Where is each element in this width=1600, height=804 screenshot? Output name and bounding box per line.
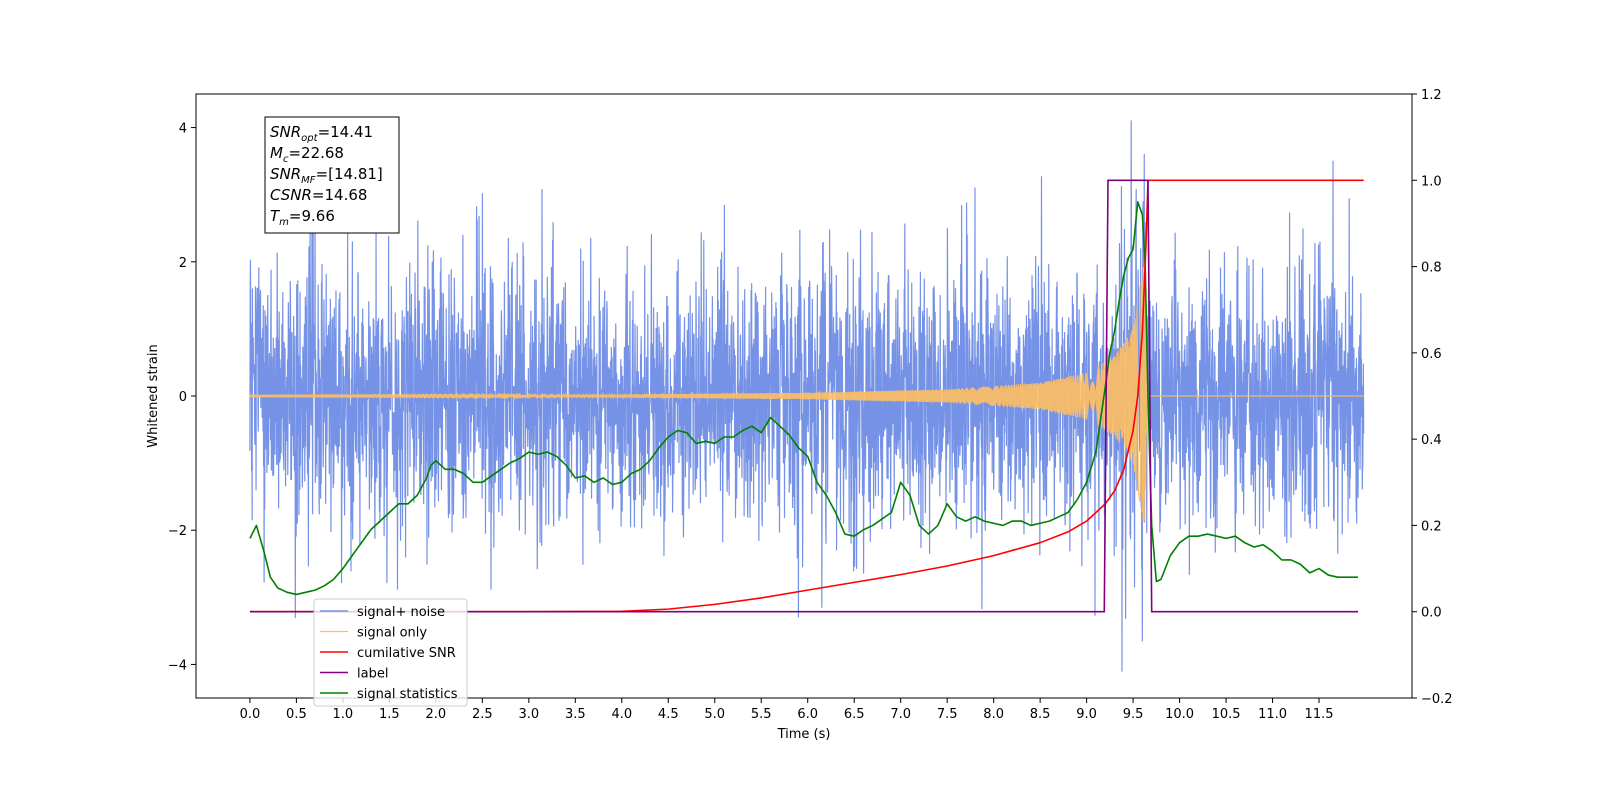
annotation-line: CSNR=14.68 xyxy=(270,186,367,204)
x-tick-label: 6.0 xyxy=(797,707,818,722)
annotation-subscript: opt xyxy=(301,133,318,144)
annotation-line: Tm=9.66 xyxy=(270,207,335,228)
label-series xyxy=(249,179,1359,613)
x-tick-label: 0.0 xyxy=(240,707,261,722)
annotation-subscript: m xyxy=(279,217,289,228)
signal-statistics-series xyxy=(249,201,1359,596)
x-tick-label: 10.5 xyxy=(1212,707,1241,722)
signal-only-series xyxy=(249,259,1364,523)
y2-tick-label: 1.2 xyxy=(1421,88,1442,103)
x-tick-label: 1.0 xyxy=(333,707,354,722)
y-axis-ticks: −4 −2 0 2 4 xyxy=(168,122,196,673)
legend-entry: signal only xyxy=(357,626,427,641)
y2-tick-label: −0.2 xyxy=(1421,692,1453,707)
signal-noise-line xyxy=(249,120,1365,672)
y2-tick-label: 1.0 xyxy=(1421,174,1442,189)
plot-area xyxy=(249,120,1365,672)
legend-entry: signal+ noise xyxy=(357,605,445,620)
x-tick-label: 3.5 xyxy=(565,707,586,722)
annotation-line: SNRMF=[14.81] xyxy=(270,165,383,186)
y-tick-label: 2 xyxy=(179,256,187,271)
x-tick-label: 5.0 xyxy=(704,707,725,722)
x-tick-label: 9.0 xyxy=(1076,707,1097,722)
x-tick-label: 1.5 xyxy=(379,707,400,722)
y-axis-label: Whitened strain xyxy=(146,344,161,447)
annotation-subscript: c xyxy=(283,154,289,165)
legend-frame xyxy=(313,598,468,707)
x-tick-label: 6.5 xyxy=(844,707,865,722)
x-tick-label: 7.0 xyxy=(890,707,911,722)
x-axis-label: Time (s) xyxy=(777,727,831,742)
annotation-box: SNRopt=14.41Mc=22.68SNRMF=[14.81]CSNR=14… xyxy=(264,116,400,234)
annotation-value: =14.68 xyxy=(312,186,368,204)
x-tick-label: 3.0 xyxy=(518,707,539,722)
x-tick-label: 4.5 xyxy=(658,707,679,722)
signal-noise-series xyxy=(249,120,1365,672)
x-tick-label: 10.0 xyxy=(1165,707,1194,722)
annotation-symbol: CSNR xyxy=(270,186,312,204)
annotation-line: Mc=22.68 xyxy=(270,144,344,165)
x-tick-label: 8.0 xyxy=(983,707,1004,722)
signal-statistics-line xyxy=(249,201,1359,596)
x-tick-label: 2.5 xyxy=(472,707,493,722)
annotation-symbol: SNR xyxy=(270,123,301,141)
y2-axis-ticks: −0.2 0.0 0.2 0.4 0.6 0.8 1.0 1.2 xyxy=(1412,88,1453,707)
label-line xyxy=(249,179,1359,613)
x-axis-ticks: 0.0 0.5 1.0 1.5 2.0 2.5 3.0 3.5 4.0 4.5 5.0 5.5 6.0 6… xyxy=(240,698,1334,722)
legend-entry: label xyxy=(357,667,388,682)
annotation-symbol: T xyxy=(270,207,281,225)
x-tick-label: 2.0 xyxy=(426,707,447,722)
x-tick-label: 9.5 xyxy=(1123,707,1144,722)
cumulative-snr-series xyxy=(249,179,1364,613)
legend-entry: cumilative SNR xyxy=(357,646,456,661)
annotation-value: =22.68 xyxy=(288,144,344,162)
y-tick-label: −4 xyxy=(168,658,187,673)
legend-entry: signal statistics xyxy=(357,687,458,702)
y2-tick-label: 0.4 xyxy=(1421,433,1442,448)
annotation-value: =[14.81] xyxy=(316,165,383,183)
y2-tick-label: 0.6 xyxy=(1421,347,1442,362)
x-tick-label: 4.0 xyxy=(611,707,632,722)
annotation-symbol: M xyxy=(270,144,283,162)
annotation-subscript: MF xyxy=(301,175,316,186)
y2-tick-label: 0.0 xyxy=(1421,606,1442,621)
x-tick-label: 11.0 xyxy=(1258,707,1287,722)
x-tick-label: 5.5 xyxy=(751,707,772,722)
x-tick-label: 8.5 xyxy=(1030,707,1051,722)
x-tick-label: 0.5 xyxy=(286,707,307,722)
signal-only-line xyxy=(249,259,1364,523)
y2-tick-label: 0.8 xyxy=(1421,261,1442,276)
x-tick-label: 11.5 xyxy=(1305,707,1334,722)
y-tick-label: 0 xyxy=(179,390,187,405)
annotation-frame xyxy=(264,116,400,234)
annotation-line: SNRopt=14.41 xyxy=(270,123,373,144)
annotation-symbol: SNR xyxy=(270,165,301,183)
annotation-value: =14.41 xyxy=(318,123,374,141)
y-tick-label: 4 xyxy=(179,122,187,137)
legend: signal+ noise signal only cumilative SNR la… xyxy=(313,598,468,707)
x-tick-label: 7.5 xyxy=(937,707,958,722)
y-tick-label: −2 xyxy=(168,524,187,539)
cumulative-snr-line xyxy=(249,179,1364,613)
annotation-value: =9.66 xyxy=(289,207,335,225)
y2-tick-label: 0.2 xyxy=(1421,519,1442,534)
